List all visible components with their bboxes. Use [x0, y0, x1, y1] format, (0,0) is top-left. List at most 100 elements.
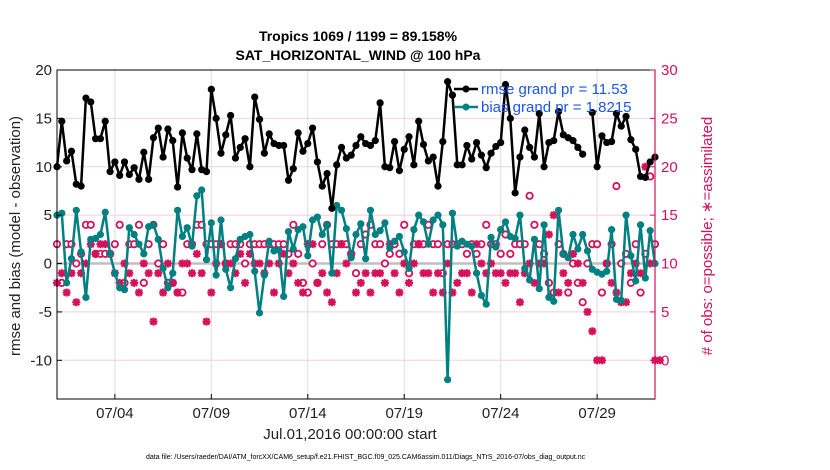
rmse-point — [178, 129, 186, 137]
rmse-point — [588, 108, 596, 117]
obs-assimilated-glyph — [270, 288, 279, 297]
obs-assimilated-glyph — [631, 259, 640, 268]
obs-assimilated-point — [511, 269, 520, 278]
obs-assimilated-glyph — [588, 327, 597, 336]
rmse-point — [607, 138, 616, 146]
rmse-point — [116, 171, 124, 180]
obs-assimilated-glyph — [453, 278, 462, 287]
obs-assimilated-point — [559, 269, 568, 278]
obs-possible-point — [530, 220, 539, 229]
bias-point — [154, 235, 162, 243]
obs-assimilated-glyph — [57, 269, 66, 278]
obs-assimilated-point — [265, 259, 274, 268]
bias-point — [641, 274, 649, 282]
bias-point — [202, 256, 211, 264]
rmse-point — [159, 153, 167, 161]
obs-assimilated-point — [424, 269, 433, 278]
obs-assimilated-glyph — [409, 259, 418, 268]
bias-point — [569, 230, 577, 239]
obs-possible-point — [351, 269, 361, 278]
rmse-point — [390, 138, 399, 146]
bias-point — [169, 269, 177, 277]
bias-point — [564, 254, 572, 262]
obs-assimilated-glyph — [569, 249, 578, 258]
bias-point — [231, 255, 240, 263]
obs-assimilated-point — [573, 259, 582, 268]
obs-assimilated-point — [429, 288, 438, 297]
obs-assimilated-point — [525, 259, 534, 268]
obs-assimilated-glyph — [530, 278, 539, 287]
obs-assimilated-point — [626, 269, 635, 278]
bias-point — [526, 276, 534, 284]
bias-point — [366, 206, 375, 214]
obs-assimilated-point — [593, 356, 602, 365]
bias-point — [67, 255, 76, 263]
obs-assimilated-point — [134, 288, 143, 297]
obs-assimilated-point — [125, 269, 134, 278]
legend-rmse-label: rmse grand pr = 11.53 — [481, 81, 628, 98]
bias-point — [472, 269, 481, 277]
obs-assimilated-glyph — [491, 269, 500, 278]
rmse-point — [497, 138, 505, 147]
obs-assimilated-glyph — [405, 278, 414, 287]
bias-point — [627, 252, 635, 260]
obs-assimilated-glyph — [207, 288, 216, 297]
obs-assimilated-glyph — [496, 269, 505, 278]
obs-assimilated-glyph — [144, 269, 153, 278]
obs-assimilated-point — [115, 278, 124, 287]
obs-assimilated-point — [631, 259, 640, 268]
obs-possible-point — [279, 240, 288, 249]
y-tick-label: 5 — [44, 207, 52, 224]
bias-point — [313, 213, 322, 221]
bias-point — [453, 242, 461, 250]
obs-possible-point — [593, 240, 602, 249]
obs-assimilated-point — [323, 288, 332, 297]
obs-possible-point — [506, 249, 515, 258]
bias-point — [159, 264, 167, 272]
bias-point — [91, 234, 100, 242]
bias-point — [222, 265, 230, 273]
obs-assimilated-glyph — [216, 240, 225, 249]
rmse-point — [472, 138, 481, 147]
bias-point — [622, 211, 630, 219]
obs-assimilated-point — [207, 288, 216, 297]
rmse-point — [352, 141, 360, 150]
bias-point — [251, 267, 259, 275]
obs-assimilated-point — [294, 278, 303, 287]
bias-point — [164, 284, 172, 292]
bias-point — [106, 250, 114, 258]
rmse-point — [622, 112, 630, 121]
obs-assimilated-point — [216, 240, 225, 249]
obs-assimilated-point — [535, 259, 544, 268]
obs-assimilated-point — [515, 298, 524, 307]
obs-assimilated-point — [482, 269, 491, 278]
bias-point — [386, 244, 394, 252]
bias-point — [636, 221, 645, 229]
bias-point — [415, 211, 423, 219]
bias-point — [487, 233, 495, 242]
rmse-point — [569, 137, 577, 145]
obs-assimilated-glyph — [549, 211, 558, 220]
obs-assimilated-glyph — [438, 288, 447, 297]
obs-assimilated-glyph — [433, 269, 442, 278]
rmse-point — [405, 133, 413, 141]
rmse-point — [77, 182, 85, 190]
rmse-point — [521, 126, 529, 134]
x-tick-label: 07/09 — [193, 405, 231, 422]
bias-point — [289, 245, 297, 253]
rmse-point — [58, 117, 66, 125]
obs-assimilated-glyph — [376, 269, 385, 278]
y-tick-label: 15 — [35, 110, 52, 127]
bias-point — [410, 226, 418, 234]
obs-assimilated-glyph — [458, 269, 467, 278]
rmse-point — [183, 154, 191, 162]
bias-point — [304, 252, 312, 260]
obs-assimilated-glyph — [130, 278, 139, 287]
obs-assimilated-glyph — [462, 269, 471, 278]
obs-assimilated-glyph — [202, 317, 211, 326]
rmse-point — [415, 117, 423, 125]
obs-assimilated-point — [655, 356, 664, 365]
obs-assimilated-point — [467, 288, 476, 297]
obs-possible-point — [110, 240, 119, 249]
obs-assimilated-glyph — [482, 269, 491, 278]
